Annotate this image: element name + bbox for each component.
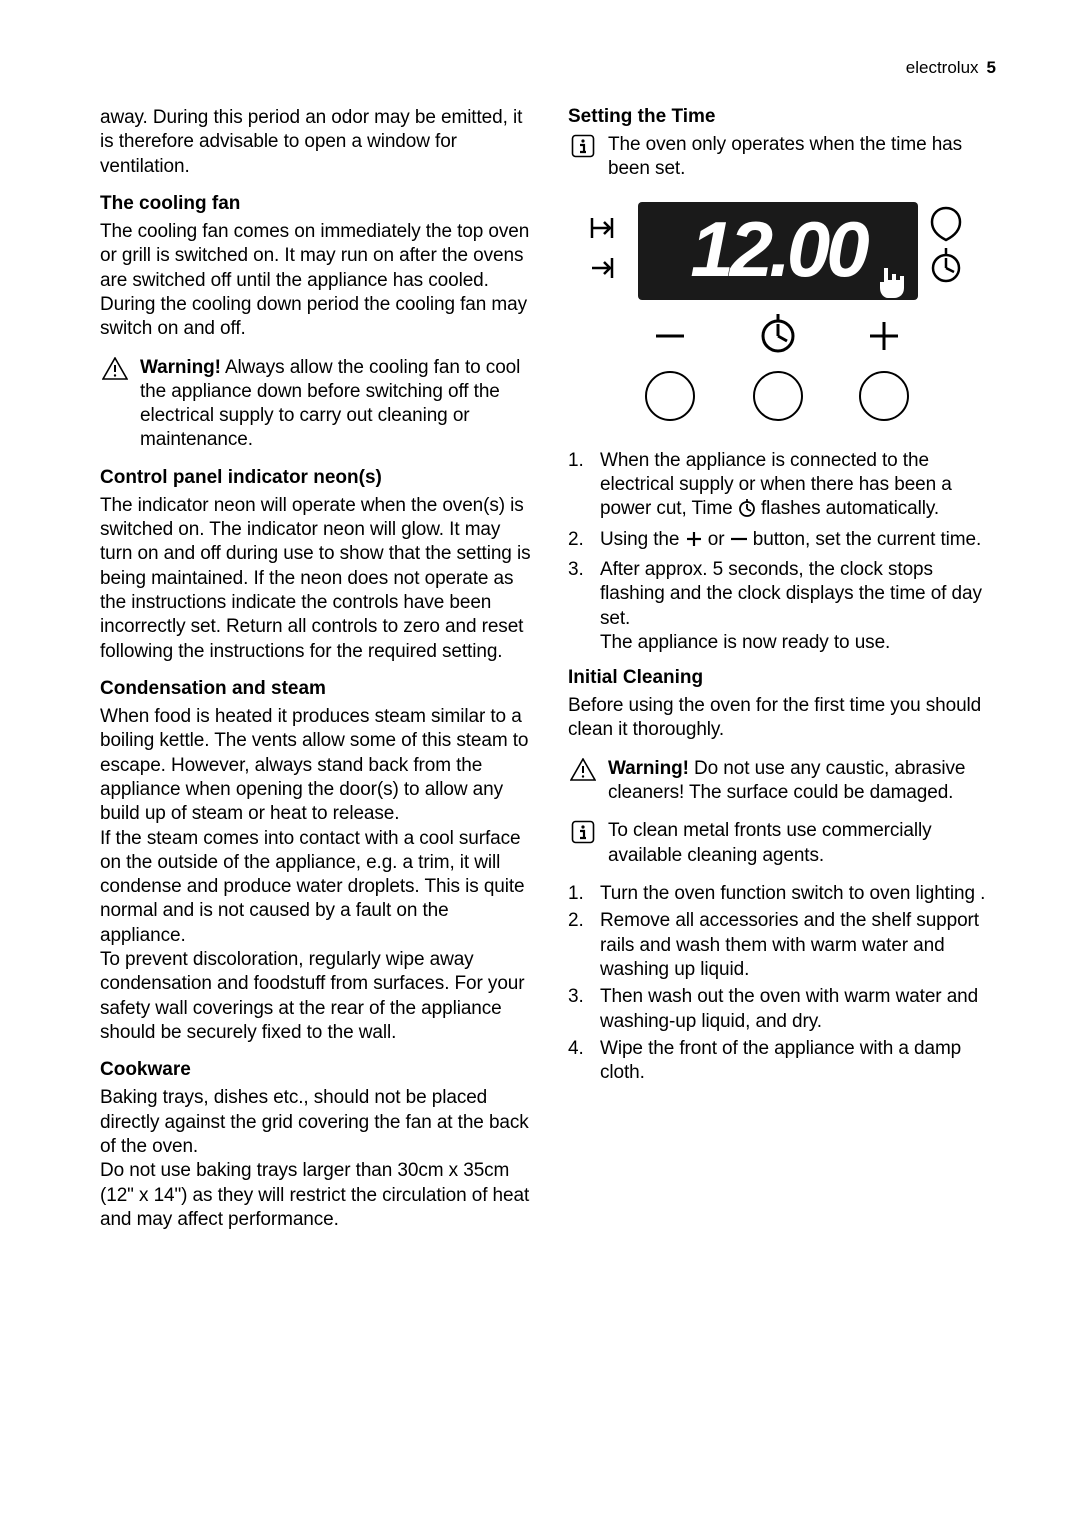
condensation-p3: To prevent discoloration, regularly wipe… bbox=[100, 948, 532, 1045]
step-2: Using the or button, set the current tim… bbox=[568, 528, 1000, 555]
warning-label: Warning! bbox=[140, 357, 221, 378]
left-column: away. During this period an odor may be … bbox=[100, 106, 532, 1246]
right-column: Setting the Time The oven only operates … bbox=[568, 106, 1000, 1246]
content-columns: away. During this period an odor may be … bbox=[100, 106, 1000, 1246]
control-panel-heading: Control panel indicator neon(s) bbox=[100, 467, 532, 489]
step-3: After approx. 5 seconds, the clock stops… bbox=[568, 558, 1000, 655]
cleaning-warning-text: Warning! Do not use any caustic, abrasiv… bbox=[608, 757, 1000, 806]
timer-diagram: 12.00 bbox=[568, 196, 1000, 431]
cleaning-info: To clean metal fronts use commercially a… bbox=[568, 819, 1000, 868]
ready-text: The appliance is now ready to use. bbox=[600, 632, 890, 653]
page-number: 5 bbox=[987, 58, 996, 77]
setting-time-steps: When the appliance is connected to the e… bbox=[568, 449, 1000, 656]
cooling-warning: Warning! Always allow the cooling fan to… bbox=[100, 356, 532, 453]
minus-icon bbox=[730, 530, 748, 555]
clean-step-4: Wipe the front of the appliance with a d… bbox=[568, 1037, 1000, 1086]
cleaning-warning: Warning! Do not use any caustic, abrasiv… bbox=[568, 757, 1000, 806]
clean-step-1: Turn the oven function switch to oven li… bbox=[568, 882, 1000, 906]
cookware-heading: Cookware bbox=[100, 1059, 532, 1081]
condensation-p1: When food is heated it produces steam si… bbox=[100, 705, 532, 827]
svg-text:12.00: 12.00 bbox=[690, 205, 869, 293]
intro-continuation: away. During this period an odor may be … bbox=[100, 106, 532, 179]
initial-cleaning-intro: Before using the oven for the first time… bbox=[568, 694, 1000, 743]
step-3-text: After approx. 5 seconds, the clock stops… bbox=[600, 559, 982, 629]
page-header: electrolux 5 bbox=[100, 58, 1000, 78]
setting-time-info-text: The oven only operates when the time has… bbox=[608, 133, 1000, 182]
warning-icon bbox=[100, 356, 130, 453]
warning-icon bbox=[568, 757, 598, 806]
control-panel-text: The indicator neon will operate when the… bbox=[100, 494, 532, 664]
warning-label: Warning! bbox=[608, 758, 689, 779]
clean-step-3: Then wash out the oven with warm water a… bbox=[568, 985, 1000, 1034]
brand-label: electrolux bbox=[906, 58, 979, 77]
condensation-heading: Condensation and steam bbox=[100, 678, 532, 700]
cooling-warning-text: Warning! Always allow the cooling fan to… bbox=[140, 356, 532, 453]
info-icon bbox=[568, 819, 598, 868]
plus-icon bbox=[685, 530, 703, 555]
cleaning-info-text: To clean metal fronts use commercially a… bbox=[608, 819, 1000, 868]
condensation-p2: If the steam comes into contact with a c… bbox=[100, 827, 532, 949]
setting-time-info: The oven only operates when the time has… bbox=[568, 133, 1000, 182]
cleaning-steps: Turn the oven function switch to oven li… bbox=[568, 882, 1000, 1086]
info-icon bbox=[568, 133, 598, 182]
cookware-p2: Do not use baking trays larger than 30cm… bbox=[100, 1159, 532, 1232]
step-1: When the appliance is connected to the e… bbox=[568, 449, 1000, 525]
clock-icon bbox=[738, 499, 756, 524]
setting-time-heading: Setting the Time bbox=[568, 106, 1000, 128]
clean-step-2: Remove all accessories and the shelf sup… bbox=[568, 909, 1000, 982]
cooling-fan-text: The cooling fan comes on immediately the… bbox=[100, 220, 532, 342]
cookware-p1: Baking trays, dishes etc., should not be… bbox=[100, 1086, 532, 1159]
initial-cleaning-heading: Initial Cleaning bbox=[568, 667, 1000, 689]
cooling-fan-heading: The cooling fan bbox=[100, 193, 532, 215]
